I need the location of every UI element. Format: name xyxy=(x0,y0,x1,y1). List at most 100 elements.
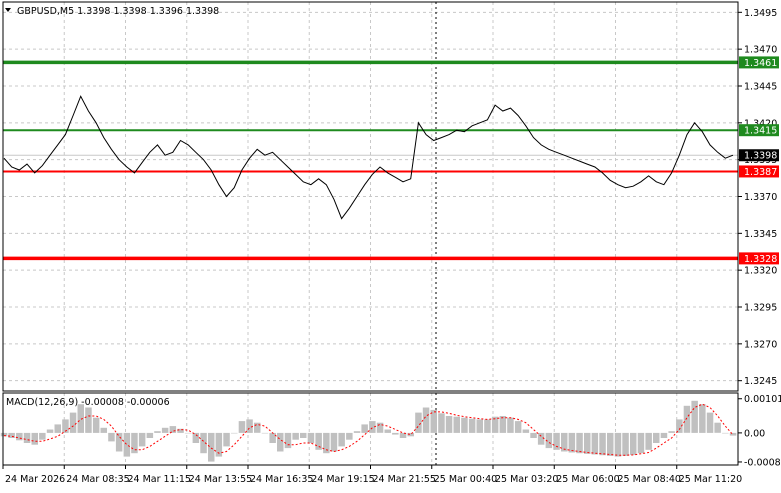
macd-bar xyxy=(215,432,223,457)
macd-bar xyxy=(530,432,537,438)
x-tick-label: 24 Mar 2026 xyxy=(5,474,65,485)
x-tick-label: 24 Mar 16:35 xyxy=(250,474,313,485)
macd-bar xyxy=(307,432,315,443)
x-tick-label: 25 Mar 08:40 xyxy=(618,474,681,485)
macd-bar xyxy=(169,426,177,433)
macd-bar xyxy=(599,432,606,456)
macd-bar xyxy=(683,405,691,433)
collapse-triangle-icon[interactable] xyxy=(5,8,11,12)
macd-bar xyxy=(100,427,107,433)
macd-bar xyxy=(231,432,238,434)
macd-bar xyxy=(192,432,200,443)
y-tick-label: 1.3320 xyxy=(744,266,777,277)
macd-bar xyxy=(108,432,115,442)
macd-bar xyxy=(484,419,491,433)
macd-bar xyxy=(407,432,414,437)
x-tick-label: 24 Mar 08:35 xyxy=(66,474,129,485)
macd-bar xyxy=(545,432,553,449)
macd-bar xyxy=(184,432,192,434)
macd-bar xyxy=(300,432,307,438)
macd-bar xyxy=(699,404,706,433)
macd-bar xyxy=(729,432,737,436)
macd-bar xyxy=(131,432,138,454)
macd-bar xyxy=(476,419,483,433)
level-label: 1.3328 xyxy=(744,254,777,265)
macd-bar xyxy=(69,412,77,433)
macd-bar xyxy=(323,432,330,454)
macd-bar xyxy=(238,421,246,433)
macd-bar xyxy=(468,418,476,433)
macd-bar xyxy=(522,429,530,433)
macd-bar xyxy=(369,421,376,433)
chart-title: GBPUSD,M5 1.3398 1.3398 1.3396 1.3398 xyxy=(17,6,219,17)
macd-bar xyxy=(399,432,407,438)
macd-bar xyxy=(154,431,161,433)
y-tick-label: 1.3420 xyxy=(744,118,777,129)
macd-bar xyxy=(31,432,38,445)
macd-bar xyxy=(561,432,568,452)
macd-y-tick-label: 0.00101 xyxy=(744,394,781,405)
macd-bar xyxy=(16,432,23,441)
y-tick-label: 1.3370 xyxy=(744,192,777,203)
price-series xyxy=(3,95,734,220)
macd-bar xyxy=(553,432,560,450)
level-label-box xyxy=(739,165,779,178)
macd-bar xyxy=(415,412,422,433)
macd-bar xyxy=(422,407,430,433)
level-label: 1.3415 xyxy=(744,126,777,137)
macd-y-tick-label: 0.00 xyxy=(744,428,765,439)
macd-bar xyxy=(77,404,84,433)
macd-bar xyxy=(384,429,391,433)
y-tick-label: 1.3295 xyxy=(744,303,777,314)
macd-bar xyxy=(92,417,100,433)
macd-bar xyxy=(461,417,468,433)
macd-y-tick-label: -0.00086 xyxy=(744,457,781,468)
x-tick-label: 25 Mar 00:40 xyxy=(434,474,497,485)
macd-bar xyxy=(660,432,668,438)
macd-bar xyxy=(161,427,169,433)
macd-bar xyxy=(261,432,269,434)
macd-bar xyxy=(85,407,92,433)
macd-bar xyxy=(630,432,637,455)
current-price-box xyxy=(739,149,779,162)
y-tick-label: 1.3345 xyxy=(744,229,777,240)
current-price-label: 1.3398 xyxy=(744,151,777,162)
macd-bar xyxy=(691,400,698,433)
signal-line xyxy=(3,403,734,456)
macd-bar xyxy=(376,422,384,433)
x-tick-label: 25 Mar 06:00 xyxy=(556,474,619,485)
macd-bar xyxy=(315,432,322,450)
macd-bar xyxy=(39,432,46,440)
macd-bar xyxy=(507,417,514,433)
macd-bar xyxy=(246,419,253,433)
level-label: 1.3387 xyxy=(744,167,777,178)
macd-bar xyxy=(614,432,622,457)
y-tick-label: 1.3470 xyxy=(744,45,777,56)
macd-bar xyxy=(208,432,215,462)
macd-bar xyxy=(138,432,146,447)
macd-bar xyxy=(292,432,299,440)
grid xyxy=(3,2,738,465)
macd-bar xyxy=(568,432,576,453)
macd-bar xyxy=(146,432,154,438)
macd-bar xyxy=(438,413,445,433)
macd-bar xyxy=(8,432,15,438)
macd-bar xyxy=(115,432,123,452)
macd-bar xyxy=(177,428,184,433)
macd-series xyxy=(0,400,737,462)
macd-bar xyxy=(46,429,54,433)
x-tick-label: 24 Mar 11:15 xyxy=(128,474,191,485)
macd-bar xyxy=(722,432,729,434)
level-lines xyxy=(3,60,738,261)
macd-bar xyxy=(491,416,499,433)
macd-bar xyxy=(537,432,545,445)
macd-bar xyxy=(499,416,507,433)
x-tick-label: 24 Mar 13:55 xyxy=(189,474,252,485)
x-tick-label: 24 Mar 19:15 xyxy=(311,474,374,485)
macd-bar xyxy=(223,432,230,447)
macd-bar xyxy=(54,424,61,433)
macd-bar xyxy=(0,432,8,437)
macd-bar xyxy=(62,419,69,433)
